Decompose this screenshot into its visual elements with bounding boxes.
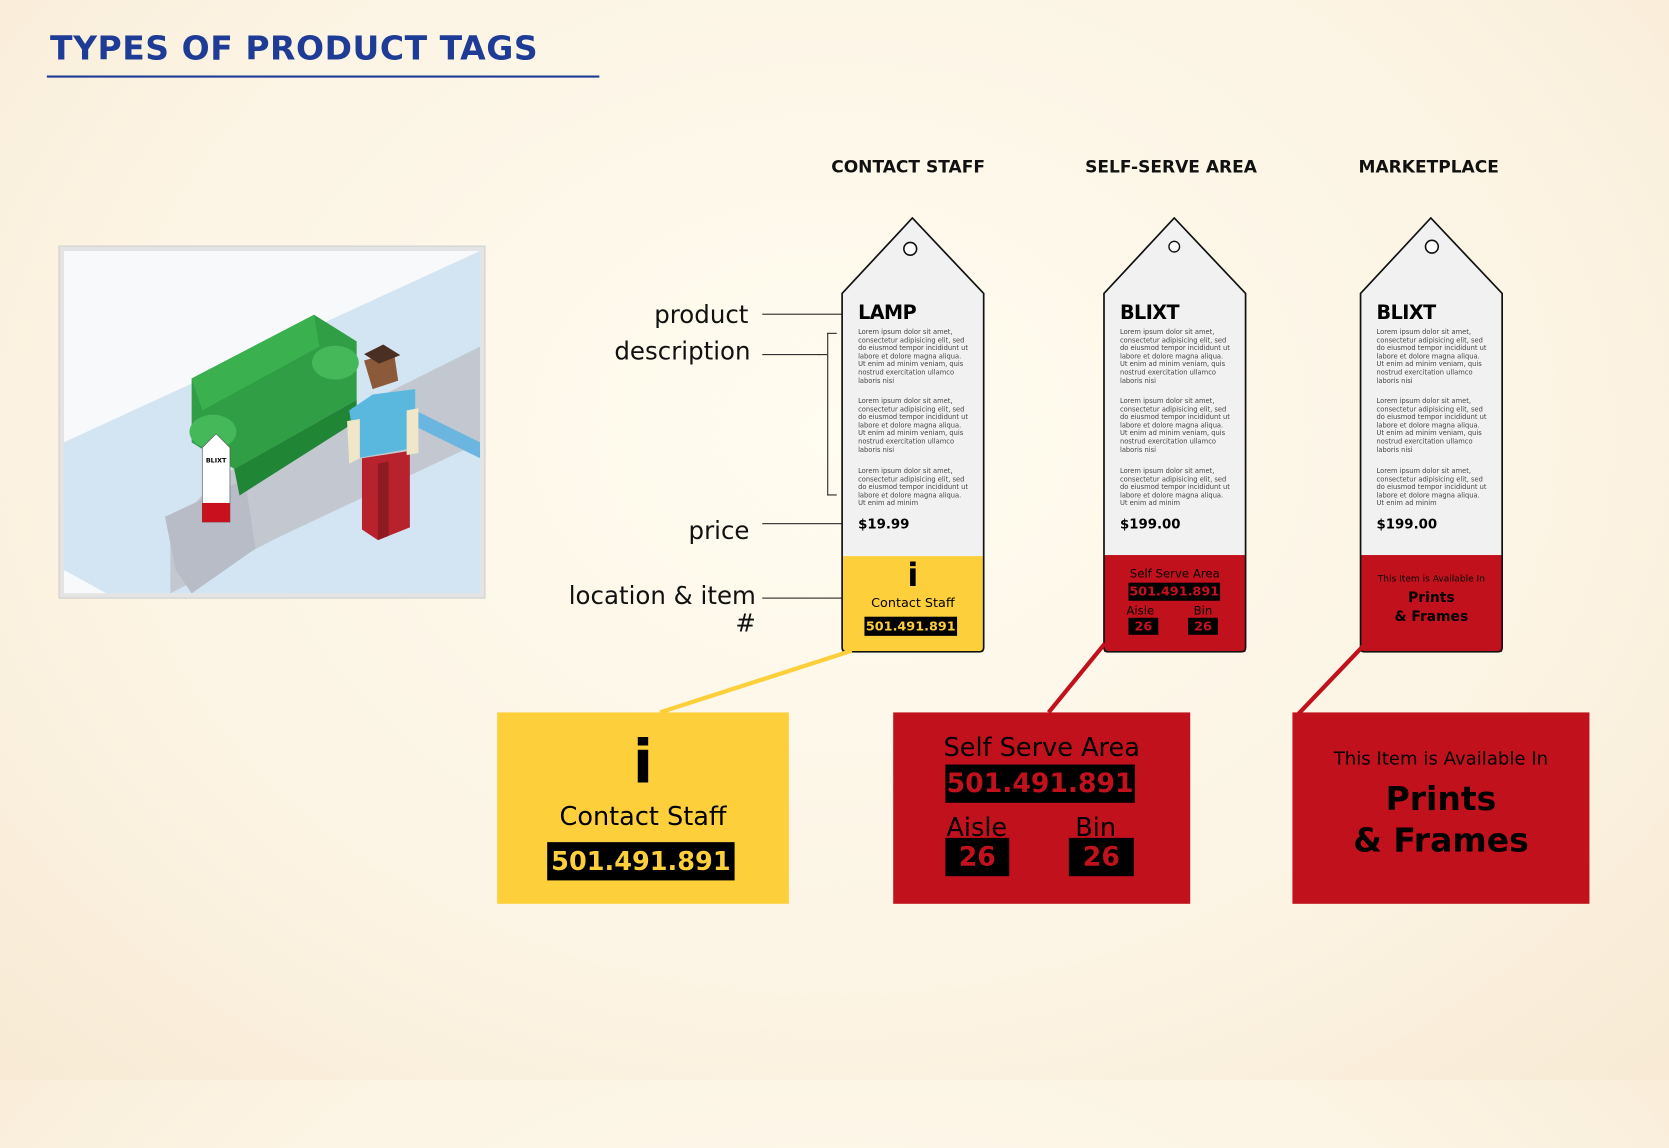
tag-marketplace: BLIXT Lorem ipsum dolor sit amet, consec… xyxy=(1359,216,1504,653)
mini-tag-text: BLIXT xyxy=(206,457,227,465)
callout-self-serve: Self Serve Area 501.491.891 Aisle 26 Bin… xyxy=(893,712,1191,904)
store-illustration: BLIXT xyxy=(58,245,486,599)
leader-product xyxy=(762,313,856,315)
column-heading-contact-staff: CONTACT STAFF xyxy=(831,156,985,177)
tag-description: Lorem ipsum dolor sit amet, consectetur … xyxy=(858,467,969,508)
tag-description: Lorem ipsum dolor sit amet, consectetur … xyxy=(1119,397,1230,454)
title-underline xyxy=(46,75,600,78)
callout-aisle-number: 26 xyxy=(945,837,1010,877)
callout-department: Prints xyxy=(1385,780,1497,819)
tag-product-name: BLIXT xyxy=(1119,301,1180,325)
store-scene-graphic: BLIXT xyxy=(63,250,481,594)
tag-description: Lorem ipsum dolor sit amet, consectetur … xyxy=(858,328,969,385)
tag-item-number: 501.491.891 xyxy=(864,616,958,636)
tag-product-name: LAMP xyxy=(858,301,917,325)
tag-location: Self Serve Area xyxy=(1129,566,1220,581)
info-icon: i xyxy=(632,728,654,798)
leader-location xyxy=(762,597,856,599)
page-title: TYPES OF PRODUCT TAGS xyxy=(50,29,539,69)
tag-price: $199.00 xyxy=(1119,515,1181,532)
tag-shape xyxy=(1103,216,1247,653)
callout-department: & Frames xyxy=(1353,821,1529,861)
info-icon: i xyxy=(907,557,919,595)
tag-description: Lorem ipsum dolor sit amet, consectetur … xyxy=(1376,328,1487,385)
tag-availability: This Item is Available In xyxy=(1377,574,1485,585)
tag-price: $19.99 xyxy=(858,515,910,532)
tag-hole xyxy=(1424,239,1440,254)
callout-aisle-label: Aisle xyxy=(946,812,1008,843)
tag-price: $199.00 xyxy=(1376,515,1438,532)
callout-bin-number: 26 xyxy=(1068,837,1134,877)
leader-price xyxy=(762,523,856,525)
tag-location: Contact Staff xyxy=(871,595,955,611)
tag-hole xyxy=(903,241,918,256)
description-bracket xyxy=(827,332,837,496)
tag-shape xyxy=(841,216,985,653)
label-description: description xyxy=(614,338,751,366)
tag-description: Lorem ipsum dolor sit amet, consectetur … xyxy=(1119,328,1230,385)
tag-bin-label: Bin xyxy=(1193,603,1213,618)
tag-department: & Frames xyxy=(1394,609,1469,626)
tag-description: Lorem ipsum dolor sit amet, consectetur … xyxy=(1376,467,1487,508)
description-bracket-tick xyxy=(818,354,828,356)
tag-contact-staff: LAMP Lorem ipsum dolor sit amet, consect… xyxy=(841,216,985,653)
column-heading-self-serve: SELF-SERVE AREA xyxy=(1085,156,1257,177)
callout-item-number: 501.491.891 xyxy=(547,842,735,881)
tag-description: Lorem ipsum dolor sit amet, consectetur … xyxy=(1376,397,1487,454)
tag-department: Prints xyxy=(1408,590,1455,607)
tag-description: Lorem ipsum dolor sit amet, consectetur … xyxy=(1119,467,1230,508)
tag-description: Lorem ipsum dolor sit amet, consectetur … xyxy=(858,397,969,454)
callout-contact-staff: i Contact Staff 501.491.891 xyxy=(497,712,789,904)
callout-availability: This Item is Available In xyxy=(1333,748,1549,770)
tag-shape xyxy=(1359,216,1504,653)
label-price: price xyxy=(688,517,750,546)
callout-location: Contact Staff xyxy=(559,801,727,832)
tag-item-number: 501.491.891 xyxy=(1128,582,1221,601)
label-product: product xyxy=(654,301,749,330)
tag-hole xyxy=(1168,240,1181,253)
column-heading-marketplace: MARKETPLACE xyxy=(1358,156,1499,177)
tag-self-serve: BLIXT Lorem ipsum dolor sit amet, consec… xyxy=(1103,216,1247,653)
tag-product-name: BLIXT xyxy=(1376,301,1437,325)
callout-bin-label: Bin xyxy=(1075,812,1117,843)
leader-description xyxy=(762,354,820,356)
callout-item-number: 501.491.891 xyxy=(945,764,1135,803)
callout-marketplace: This Item is Available In Prints & Frame… xyxy=(1292,712,1590,904)
tag-bin-number: 26 xyxy=(1188,617,1218,635)
callout-location: Self Serve Area xyxy=(943,732,1140,763)
tag-aisle-number: 26 xyxy=(1128,617,1159,635)
label-location: location & item # xyxy=(568,582,756,638)
tag-aisle-label: Aisle xyxy=(1126,603,1155,618)
